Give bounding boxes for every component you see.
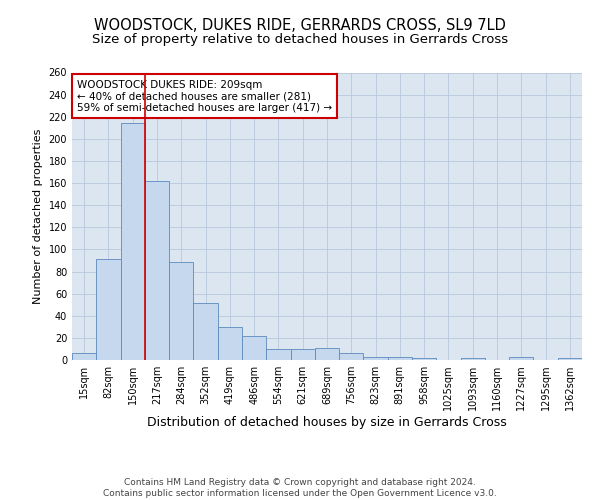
X-axis label: Distribution of detached houses by size in Gerrards Cross: Distribution of detached houses by size …: [147, 416, 507, 429]
Bar: [558, 358, 582, 360]
Bar: [121, 124, 145, 360]
Bar: [72, 354, 96, 360]
Bar: [461, 358, 485, 360]
Bar: [242, 336, 266, 360]
Text: WOODSTOCK, DUKES RIDE, GERRARDS CROSS, SL9 7LD: WOODSTOCK, DUKES RIDE, GERRARDS CROSS, S…: [94, 18, 506, 32]
Bar: [145, 181, 169, 360]
Bar: [315, 348, 339, 360]
Bar: [412, 358, 436, 360]
Bar: [339, 354, 364, 360]
Bar: [266, 349, 290, 360]
Bar: [364, 356, 388, 360]
Bar: [96, 260, 121, 360]
Bar: [509, 356, 533, 360]
Bar: [388, 356, 412, 360]
Bar: [193, 302, 218, 360]
Text: WOODSTOCK DUKES RIDE: 209sqm
← 40% of detached houses are smaller (281)
59% of s: WOODSTOCK DUKES RIDE: 209sqm ← 40% of de…: [77, 80, 332, 113]
Y-axis label: Number of detached properties: Number of detached properties: [33, 128, 43, 304]
Bar: [169, 262, 193, 360]
Text: Contains HM Land Registry data © Crown copyright and database right 2024.
Contai: Contains HM Land Registry data © Crown c…: [103, 478, 497, 498]
Text: Size of property relative to detached houses in Gerrards Cross: Size of property relative to detached ho…: [92, 32, 508, 46]
Bar: [290, 349, 315, 360]
Bar: [218, 327, 242, 360]
